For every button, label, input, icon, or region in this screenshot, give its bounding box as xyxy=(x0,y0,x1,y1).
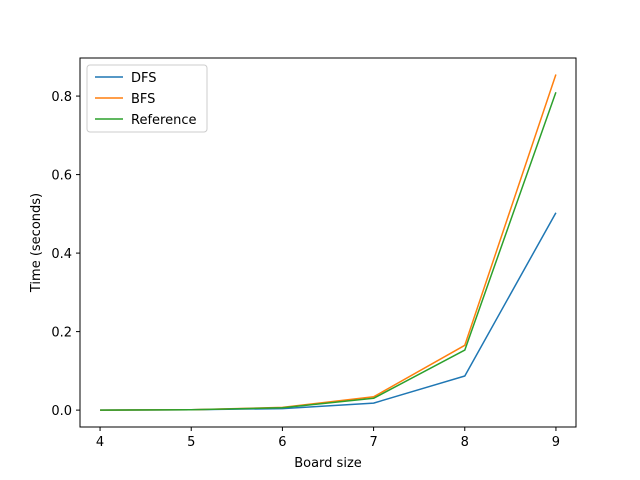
y-tick-label: 0.4 xyxy=(51,247,72,262)
legend-label: BFS xyxy=(131,92,155,107)
x-tick-label: 4 xyxy=(96,435,104,450)
y-axis-label: Time (seconds) xyxy=(29,193,44,293)
series-line-reference xyxy=(100,91,557,411)
y-tick-label: 0.0 xyxy=(51,404,72,419)
legend-label: DFS xyxy=(131,71,157,86)
legend-box xyxy=(86,64,208,133)
x-tick-label: 6 xyxy=(278,435,286,450)
x-tick-label: 8 xyxy=(461,435,469,450)
x-tick-label: 5 xyxy=(187,435,195,450)
y-axis-ticks: 0.0 0.2 0.4 0.6 0.8 xyxy=(51,90,80,419)
axes-frame xyxy=(79,57,577,428)
x-tick-label: 7 xyxy=(369,435,377,450)
legend: DFS BFS Reference xyxy=(86,64,208,133)
legend-label: Reference xyxy=(131,113,196,128)
y-tick-label: 0.2 xyxy=(51,326,72,341)
y-tick-label: 0.8 xyxy=(51,90,72,105)
series-line-dfs xyxy=(100,212,557,411)
x-tick-label: 9 xyxy=(552,435,560,450)
plot-lines xyxy=(100,74,557,411)
x-axis-ticks: 4 5 6 7 8 9 xyxy=(96,427,560,450)
y-tick-label: 0.6 xyxy=(51,169,72,184)
x-axis-label: Board size xyxy=(294,456,362,471)
